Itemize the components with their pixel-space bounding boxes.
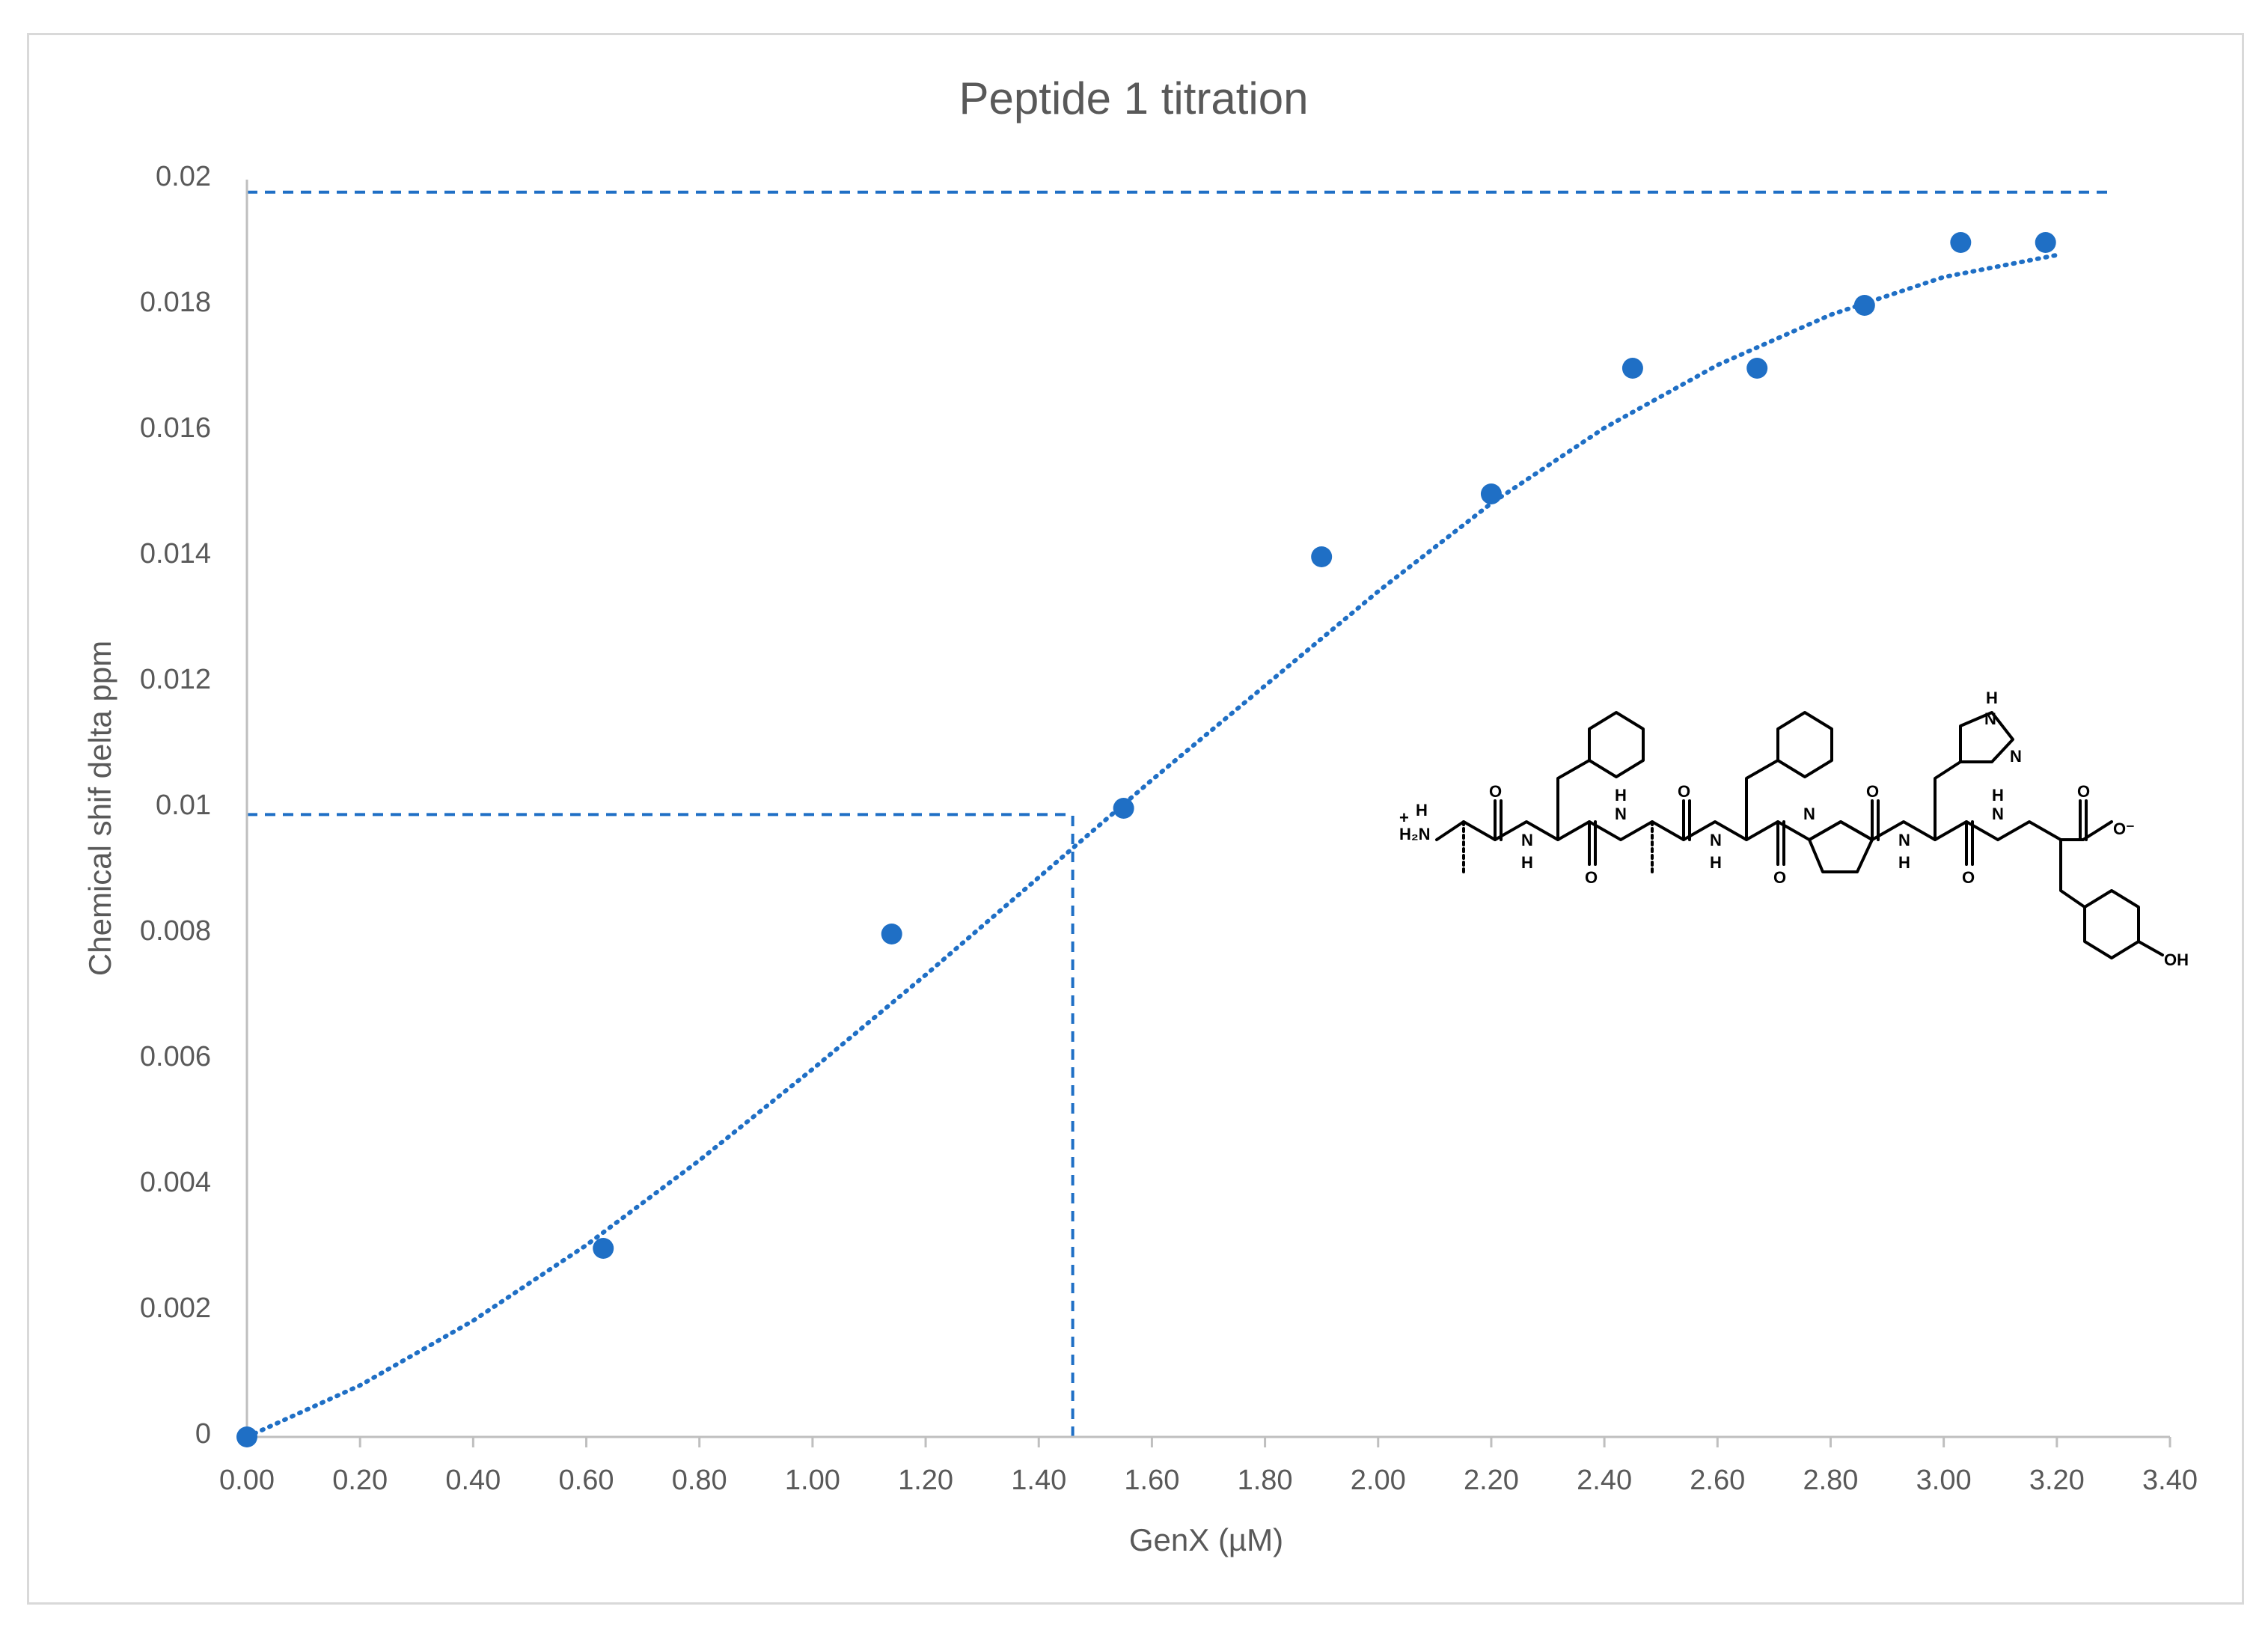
chart-frame	[27, 33, 2244, 1605]
x-tick-label: 2.00	[1351, 1465, 1406, 1496]
y-tick-label: 0.012	[140, 664, 211, 695]
reference-lines	[247, 190, 2114, 1437]
x-tick-label: 2.60	[1690, 1465, 1745, 1496]
x-tick-label: 0.00	[219, 1465, 275, 1496]
atom-label: N	[1615, 805, 1627, 823]
x-tick-label: 3.20	[2029, 1465, 2085, 1496]
atom-label: N	[2010, 747, 2022, 766]
atom-label: OH	[2164, 950, 2189, 969]
data-point	[2035, 232, 2056, 253]
atom-label: O	[1866, 782, 1879, 801]
atom-label: H	[1521, 853, 1533, 872]
y-tick-label: 0	[195, 1418, 211, 1450]
atom-label: O	[1678, 782, 1690, 801]
x-tick-labels: 0.00 0.20 0.40 0.60 0.80 1.00 1.20 1.40 1.60 1.80…	[219, 1437, 2198, 1496]
data-point	[1746, 358, 1768, 379]
atom-label: H	[1710, 853, 1722, 872]
data-point	[1480, 483, 1502, 504]
data-point	[1950, 232, 1972, 253]
x-tick-label: 1.60	[1124, 1465, 1179, 1496]
atom-label: H₂N	[1399, 825, 1431, 843]
x-tick-label: 1.40	[1011, 1465, 1066, 1496]
y-tick-label: 0.01	[156, 790, 211, 821]
y-tick-label: 0.014	[140, 538, 211, 570]
data-points	[236, 232, 2056, 1447]
axes	[245, 180, 2170, 1438]
x-tick-label: 0.60	[559, 1465, 614, 1496]
atom-label: N	[1710, 831, 1722, 849]
x-tick-label: 1.20	[898, 1465, 953, 1496]
atom-label: O⁻	[2113, 820, 2135, 838]
y-axis-label: Chemical shif delta ppm	[82, 641, 117, 976]
atom-label: O	[1489, 782, 1502, 801]
atom-label: O	[2077, 782, 2090, 801]
atom-label: H	[1986, 689, 1998, 707]
atom-label: H	[1992, 786, 2004, 805]
data-point	[1113, 798, 1134, 819]
atom-label: O	[1962, 868, 1975, 887]
x-tick-label: 1.80	[1238, 1465, 1293, 1496]
atom-label: +	[1399, 808, 1409, 827]
x-tick-label: 2.40	[1577, 1465, 1632, 1496]
y-tick-label: 0.006	[140, 1041, 211, 1072]
y-tick-label: 0.008	[140, 915, 211, 947]
peptide-structure-drawing: H₂N H + O N H O H N O N H O N O N H O H …	[1399, 689, 2189, 969]
data-point	[1621, 358, 1643, 379]
x-tick-label: 0.80	[672, 1465, 727, 1496]
data-point	[1311, 546, 1333, 567]
x-tick-label: 3.40	[2142, 1465, 2198, 1496]
trendline	[245, 252, 2059, 1439]
y-tick-labels: 0 0.002 0.004 0.006 0.008 0.01 0.012 0.014 0.016…	[140, 161, 211, 1450]
atom-label: N	[1992, 805, 2004, 823]
atom-label: H	[1615, 786, 1627, 805]
x-tick-label: 2.80	[1803, 1465, 1858, 1496]
atom-label: N	[1898, 831, 1910, 849]
atom-label: H	[1416, 801, 1428, 820]
atom-label: N	[1803, 805, 1815, 823]
data-point	[236, 1426, 257, 1447]
data-point	[593, 1238, 614, 1259]
atom-label: O	[1773, 868, 1786, 887]
x-tick-label: 1.00	[785, 1465, 840, 1496]
trendline-layer	[245, 252, 2059, 1439]
data-point	[1853, 295, 1875, 316]
atom-label: N	[1984, 709, 1996, 728]
y-tick-label: 0.004	[140, 1167, 211, 1198]
chart-title: Peptide 1 titration	[959, 73, 1309, 123]
atom-label: N	[1521, 831, 1533, 849]
y-tick-label: 0.018	[140, 287, 211, 318]
y-tick-label: 0.02	[156, 161, 211, 192]
atom-label: O	[1585, 868, 1598, 887]
x-tick-label: 3.00	[1916, 1465, 1972, 1496]
x-axis-label: GenX (µM)	[1129, 1522, 1283, 1557]
x-tick-label: 0.40	[445, 1465, 501, 1496]
atom-label: H	[1898, 853, 1910, 872]
x-tick-label: 0.20	[332, 1465, 388, 1496]
data-point	[881, 924, 902, 944]
y-tick-label: 0.002	[140, 1292, 211, 1324]
y-tick-label: 0.016	[140, 412, 211, 444]
x-tick-label: 2.20	[1464, 1465, 1519, 1496]
